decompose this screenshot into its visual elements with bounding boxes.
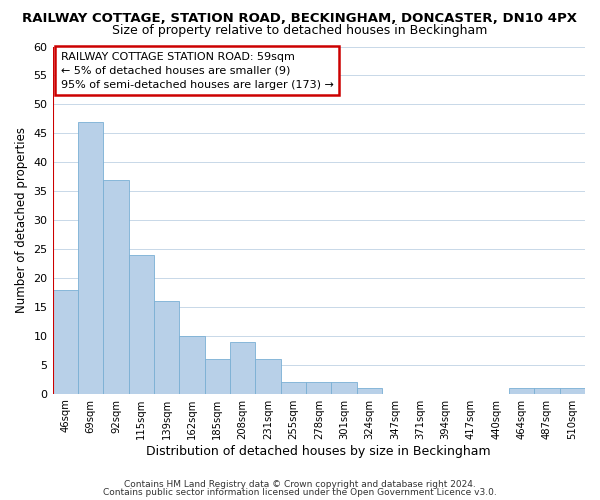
Text: Size of property relative to detached houses in Beckingham: Size of property relative to detached ho… [112,24,488,37]
Bar [306,382,331,394]
Bar [560,388,585,394]
Bar [256,359,281,394]
Text: RAILWAY COTTAGE STATION ROAD: 59sqm
← 5% of detached houses are smaller (9)
95% : RAILWAY COTTAGE STATION ROAD: 59sqm ← 5%… [61,52,334,90]
Bar [331,382,357,394]
Bar [103,180,128,394]
Bar [128,255,154,394]
Bar [281,382,306,394]
Bar [53,290,78,394]
Text: Contains public sector information licensed under the Open Government Licence v3: Contains public sector information licen… [103,488,497,497]
Bar [78,122,103,394]
Bar [154,301,179,394]
Bar [179,336,205,394]
Y-axis label: Number of detached properties: Number of detached properties [15,127,28,313]
Bar [534,388,560,394]
Bar [357,388,382,394]
Text: RAILWAY COTTAGE, STATION ROAD, BECKINGHAM, DONCASTER, DN10 4PX: RAILWAY COTTAGE, STATION ROAD, BECKINGHA… [23,12,577,26]
Bar [205,359,230,394]
Bar [509,388,534,394]
X-axis label: Distribution of detached houses by size in Beckingham: Distribution of detached houses by size … [146,444,491,458]
Text: Contains HM Land Registry data © Crown copyright and database right 2024.: Contains HM Land Registry data © Crown c… [124,480,476,489]
Bar [230,342,256,394]
